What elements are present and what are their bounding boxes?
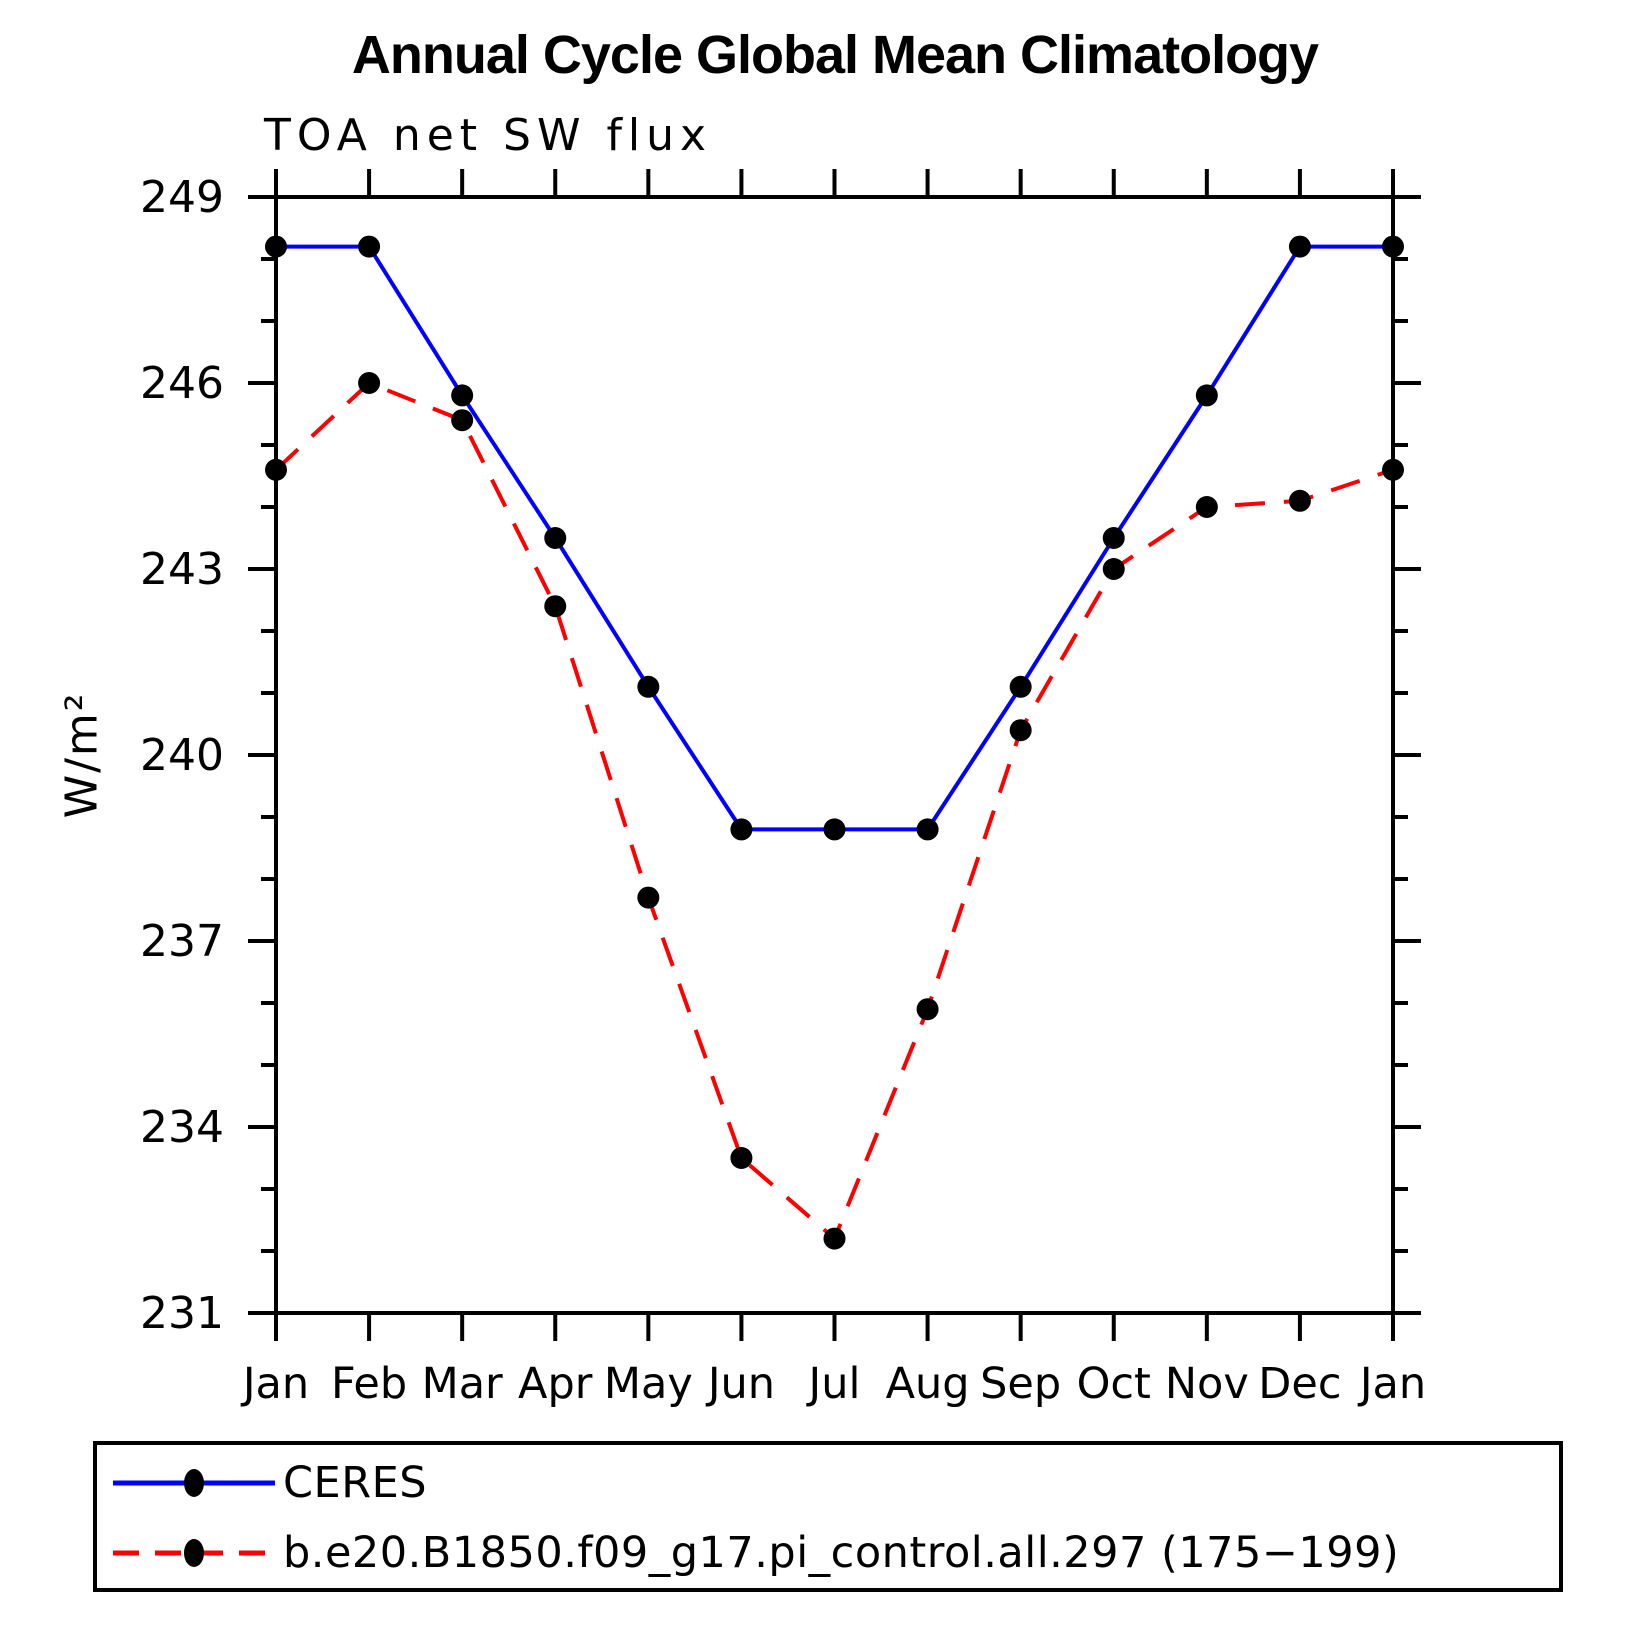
data-point-ceres (730, 818, 753, 841)
x-tick-label: Apr (518, 1359, 593, 1409)
data-point-ceres (265, 235, 287, 258)
x-tick-label: May (604, 1359, 693, 1409)
data-point-model (637, 886, 660, 909)
x-tick-label: Feb (331, 1359, 407, 1409)
y-tick-label: 237 (140, 916, 224, 967)
x-tick-label: Aug (886, 1359, 970, 1409)
data-point-ceres (451, 384, 474, 407)
data-point-ceres (1288, 235, 1311, 258)
legend-ceres-label: CERES (283, 1458, 428, 1508)
data-point-ceres (637, 675, 660, 698)
chart-title: Annual Cycle Global Mean Climatology (351, 25, 1319, 85)
data-point-model (1009, 719, 1032, 742)
y-tick-label: 243 (140, 544, 224, 595)
data-point-ceres (1382, 235, 1404, 258)
legend-entry-model: b.e20.B1850.f09_g17.pi_control.all.297 (… (109, 1523, 1399, 1583)
legend-ceres-marker (184, 1469, 204, 1497)
y-tick-label: 240 (140, 730, 224, 781)
x-tick-label: Jun (705, 1359, 775, 1409)
x-tick-label: Mar (422, 1359, 503, 1409)
legend: CERES b.e20.B1850.f09_g17.pi_control.all… (93, 1441, 1563, 1592)
data-point-model (823, 1227, 846, 1250)
data-point-ceres (1009, 675, 1032, 698)
y-tick-label: 249 (140, 172, 224, 223)
data-point-model (358, 372, 381, 394)
data-point-ceres (1195, 384, 1218, 407)
legend-model-marker (184, 1539, 204, 1567)
data-point-model (1102, 558, 1125, 580)
legend-model-label: b.e20.B1850.f09_g17.pi_control.all.297 (… (283, 1528, 1400, 1578)
x-tick-label: Jan (240, 1359, 309, 1409)
data-point-ceres (358, 235, 381, 258)
series-line-model (274, 380, 1394, 1242)
x-tick-label: Jul (806, 1359, 861, 1409)
data-point-model (265, 458, 287, 481)
data-point-model (1382, 458, 1404, 481)
data-point-ceres (544, 527, 567, 549)
x-tick-label: Sep (980, 1359, 1061, 1409)
data-point-model (451, 409, 474, 432)
x-tick-label: Dec (1258, 1359, 1341, 1409)
legend-ceres-sample (113, 1469, 275, 1497)
data-point-model (1288, 489, 1311, 512)
y-tick-label: 234 (140, 1102, 224, 1153)
legend-model-sample (113, 1539, 275, 1567)
data-point-ceres (823, 818, 846, 841)
x-tick-label: Nov (1165, 1359, 1249, 1409)
x-tick-label: Oct (1077, 1359, 1151, 1409)
data-point-model (1195, 496, 1218, 518)
data-point-model (916, 998, 939, 1021)
x-tick-label: Jan (1357, 1359, 1426, 1409)
y-tick-label: 246 (140, 358, 224, 409)
data-point-model (730, 1147, 753, 1169)
legend-entry-ceres: CERES (109, 1453, 427, 1513)
data-point-ceres (916, 818, 939, 841)
data-point-ceres (1102, 527, 1125, 549)
chart-subtitle: TOA net SW flux (264, 110, 713, 161)
series-line-ceres (276, 244, 1393, 832)
y-tick-label: 231 (140, 1288, 224, 1339)
data-point-model (544, 595, 567, 618)
